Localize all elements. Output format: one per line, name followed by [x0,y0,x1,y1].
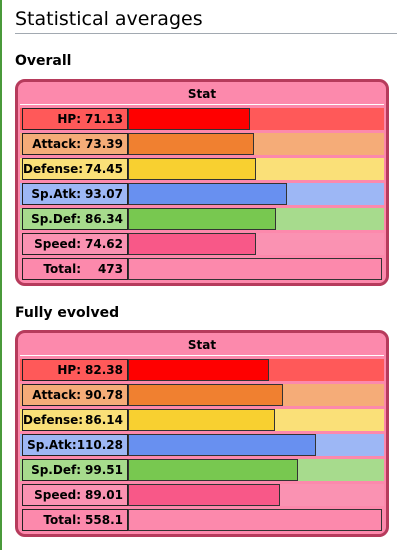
stat-label-total: Total: 473 [22,258,128,280]
stat-row-attack: Attack: 90.78 [20,384,384,406]
stat-bar-track [128,183,384,205]
stat-label-sp-def: Sp.Def: 86.34 [22,208,128,230]
stat-bar-track [128,108,384,130]
stat-value: 110.28 [76,438,123,452]
stat-value: 89.01 [85,488,123,502]
stat-row-total: Total: 558.1 [20,509,384,531]
stat-label-total: Total: 558.1 [22,509,128,531]
stat-name: Attack: [32,137,81,151]
stat-label-attack: Attack: 73.39 [22,133,128,155]
stat-total-track [128,258,382,280]
stat-total-box [128,258,382,280]
stat-bar-hp [128,359,269,381]
stat-bar-track [128,409,384,431]
stat-row-defense: Defense: 74.45 [20,158,384,180]
section-title-overall: Overall [15,53,72,69]
stat-value: 74.62 [85,237,123,251]
stat-bar-attack [128,133,254,155]
stat-name: Sp.Def: [31,463,81,477]
stat-name: Speed: [34,488,81,502]
stat-bar-sp-def [128,208,276,230]
stat-row-hp: HP: 82.38 [20,359,384,381]
stat-total-box [128,509,382,531]
stat-row-total: Total: 473 [20,258,384,280]
stat-total-track [128,509,382,531]
stat-name: Total: [43,513,81,527]
stat-value: 558.1 [85,513,123,527]
stat-value: 73.39 [85,137,123,151]
stat-bar-sp-atk [128,434,316,456]
page-content: Statistical averages Overall Stat HP: 71.1… [15,0,411,537]
stat-value: 82.38 [85,363,123,377]
stat-label-attack: Attack: 90.78 [22,384,128,406]
stat-column-header: Stat [20,335,384,356]
stat-label-speed: Speed: 74.62 [22,233,128,255]
stat-value: 86.14 [85,413,123,427]
stat-bar-track [128,359,384,381]
stat-value: 71.13 [85,112,123,126]
stat-row-sp-atk: Sp.Atk: 110.28 [20,434,384,456]
stat-label-defense: Defense: 86.14 [22,409,128,431]
stat-label-hp: HP: 82.38 [22,359,128,381]
stat-bar-sp-atk [128,183,287,205]
page-title: Statistical averages [15,0,397,34]
stat-bar-track [128,158,384,180]
left-border-rule [0,0,2,550]
stat-label-sp-def: Sp.Def: 99.51 [22,459,128,481]
stat-bar-track [128,434,384,456]
stat-bar-track [128,384,384,406]
stat-label-sp-atk: Sp.Atk: 93.07 [22,183,128,205]
stat-bar-defense [128,409,275,431]
stat-label-defense: Defense: 74.45 [22,158,128,180]
stat-bar-attack [128,384,283,406]
stat-name: Sp.Atk: [31,187,81,201]
stat-value: 93.07 [85,187,123,201]
stat-bar-track [128,133,384,155]
stat-row-hp: HP: 71.13 [20,108,384,130]
stat-name: HP: [57,112,81,126]
stat-name: Defense: [23,413,84,427]
stat-row-speed: Speed: 89.01 [20,484,384,506]
stat-name: Defense: [23,162,84,176]
stat-bar-hp [128,108,250,130]
stat-column-header: Stat [20,84,384,105]
section-title-fully-evolved: Fully evolved [15,305,120,321]
stat-value: 99.51 [85,463,123,477]
stat-row-sp-def: Sp.Def: 99.51 [20,459,384,481]
stat-name: Total: [43,262,81,276]
stat-box-overall: Stat HP: 71.13 Attack: 73.39 Defense: 74.45 Sp.… [15,79,389,286]
stat-name: HP: [57,363,81,377]
stat-value: 74.45 [85,162,123,176]
stat-bar-track [128,233,384,255]
stat-bar-track [128,459,384,481]
stat-row-defense: Defense: 86.14 [20,409,384,431]
stat-row-attack: Attack: 73.39 [20,133,384,155]
stat-row-speed: Speed: 74.62 [20,233,384,255]
stat-value: 86.34 [85,212,123,226]
stat-label-hp: HP: 71.13 [22,108,128,130]
stat-bar-speed [128,233,256,255]
stat-name: Attack: [32,388,81,402]
stat-value: 473 [97,262,123,276]
stat-value: 90.78 [85,388,123,402]
stat-name: Speed: [34,237,81,251]
stat-row-sp-atk: Sp.Atk: 93.07 [20,183,384,205]
stat-bar-sp-def [128,459,298,481]
stat-bar-track [128,484,384,506]
stat-bar-track [128,208,384,230]
stat-bar-defense [128,158,256,180]
stat-name: Sp.Def: [31,212,81,226]
stat-label-sp-atk: Sp.Atk: 110.28 [22,434,128,456]
stat-bar-speed [128,484,280,506]
stat-name: Sp.Atk: [27,438,77,452]
stat-row-sp-def: Sp.Def: 86.34 [20,208,384,230]
stat-box-fully-evolved: Stat HP: 82.38 Attack: 90.78 Defense: 86.14 Sp.… [15,330,389,537]
stat-label-speed: Speed: 89.01 [22,484,128,506]
